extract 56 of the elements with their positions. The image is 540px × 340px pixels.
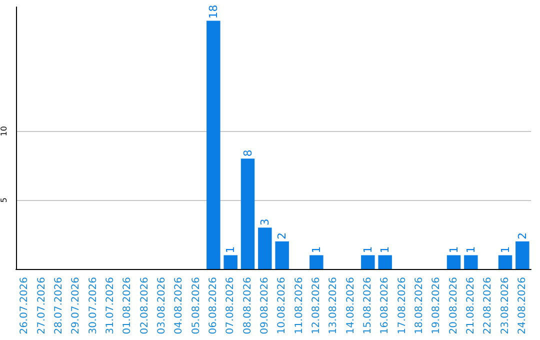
x-tick-label: 19.08.2026: [431, 277, 442, 334]
x-tick-label: 31.07.2026: [104, 277, 116, 334]
bar: [464, 255, 478, 269]
bar: [258, 228, 272, 269]
x-tick-label: 13.08.2026: [328, 277, 340, 334]
x-tick-label: 14.08.2026: [345, 277, 356, 334]
data-label: 2: [516, 232, 529, 240]
data-label: 3: [258, 218, 272, 226]
x-tick-label: 07.08.2026: [225, 277, 236, 334]
x-tick-label: 05.08.2026: [190, 277, 202, 334]
data-label: 1: [310, 246, 323, 254]
x-tick-label: 02.08.2026: [139, 277, 150, 334]
bar: [378, 255, 392, 269]
data-label: 1: [378, 246, 392, 254]
bar: [275, 241, 289, 269]
data-label: 1: [361, 246, 374, 254]
data-label: 1: [447, 246, 460, 254]
bar: [446, 255, 461, 269]
x-tick-label: 20.08.2026: [448, 277, 460, 334]
x-tick-label: 16.08.2026: [380, 277, 391, 334]
y-tick-label: 5: [0, 198, 8, 203]
x-tick-label: 11.08.2026: [294, 277, 305, 334]
x-tick-label: 12.08.2026: [310, 277, 322, 334]
data-label: 1: [464, 246, 478, 254]
bar: [206, 20, 220, 269]
bar: [240, 158, 255, 269]
data-label: 1: [224, 246, 238, 254]
x-tick-label: 03.08.2026: [156, 277, 168, 334]
bar: [310, 255, 324, 269]
data-label: 1: [498, 246, 512, 254]
data-label: 8: [241, 150, 254, 157]
x-tick-label: 06.08.2026: [208, 277, 219, 334]
x-tick-label: 29.07.2026: [70, 277, 82, 334]
data-label: 18: [206, 4, 220, 19]
x-tick-label: 01.08.2026: [122, 277, 134, 334]
x-tick-label: 23.08.2026: [500, 277, 511, 334]
bar: [361, 255, 375, 269]
bar: [498, 255, 512, 269]
x-tick-label: 22.08.2026: [482, 277, 494, 334]
y-tick-label: 10: [0, 126, 8, 136]
x-tick-label: 28.07.2026: [53, 277, 64, 334]
x-tick-label: 27.07.2026: [36, 277, 48, 334]
x-tick-label: 15.08.2026: [362, 277, 374, 334]
x-tick-label: 21.08.2026: [465, 277, 476, 334]
bar: [224, 255, 238, 269]
x-tick-label: 18.08.2026: [414, 277, 425, 334]
x-tick-label: 30.07.2026: [88, 277, 99, 334]
x-tick-label: 24.08.2026: [516, 277, 528, 334]
x-tick-label: 04.08.2026: [174, 277, 185, 334]
x-tick-label: 10.08.2026: [276, 277, 288, 334]
bar: [516, 241, 530, 269]
x-tick-label: 17.08.2026: [396, 277, 408, 334]
x-tick-label: 26.07.2026: [19, 277, 30, 334]
x-tick-label: 08.08.2026: [242, 277, 254, 334]
x-tick-label: 09.08.2026: [259, 277, 270, 334]
data-label: 2: [276, 232, 289, 240]
